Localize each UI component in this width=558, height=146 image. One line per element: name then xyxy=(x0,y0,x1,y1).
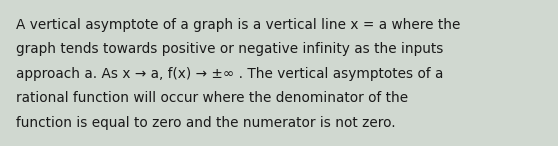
Text: A vertical asymptote of a graph is a vertical line x = a where the: A vertical asymptote of a graph is a ver… xyxy=(16,18,460,32)
Text: rational function will occur where the denominator of the: rational function will occur where the d… xyxy=(16,91,408,105)
Text: approach a. As x → a, f(x) → ±∞ . The vertical asymptotes of a: approach a. As x → a, f(x) → ±∞ . The ve… xyxy=(16,67,443,81)
Text: function is equal to zero and the numerator is not zero.: function is equal to zero and the numera… xyxy=(16,116,395,130)
Text: graph tends towards positive or negative infinity as the inputs: graph tends towards positive or negative… xyxy=(16,42,443,56)
